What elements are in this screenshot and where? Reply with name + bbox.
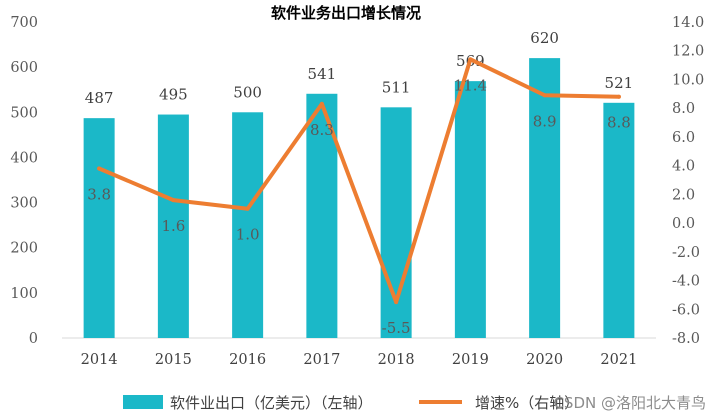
category-label: 2018 — [378, 352, 415, 368]
legend: 软件业出口（亿美元）（左轴） 增速%（右轴） — [123, 394, 579, 412]
category-label: 2014 — [81, 352, 118, 368]
left-axis-tick-label: 300 — [10, 196, 38, 212]
right-axis-tick-label: 2.0 — [672, 187, 695, 203]
legend-line-label: 增速%（右轴） — [475, 394, 579, 412]
bar-value-label: 620 — [530, 29, 559, 47]
right-axis-tick-label: 14.0 — [672, 15, 704, 31]
category-axis-labels: 2014 2015 2016 2017 2018 2019 2020 2021 — [81, 352, 638, 368]
bar — [529, 58, 561, 338]
bar-value-label: 500 — [233, 83, 262, 101]
category-label: 2015 — [155, 352, 192, 368]
growth-line-series — [97, 57, 621, 305]
bar-value-label: 521 — [605, 74, 634, 92]
bar — [83, 118, 115, 338]
legend-bar-swatch — [123, 395, 163, 409]
right-axis-tick-label: -6.0 — [672, 302, 700, 318]
category-label: 2016 — [229, 352, 266, 368]
right-axis-tick-label: -4.0 — [672, 274, 700, 290]
growth-value-label: 3.8 — [87, 186, 111, 204]
growth-value-label: 8.3 — [310, 121, 334, 139]
left-axis-tick-label: 400 — [10, 150, 38, 166]
bar-value-label: 541 — [308, 65, 337, 83]
bar — [157, 114, 189, 339]
growth-point — [245, 206, 250, 211]
watermark: CSDN @洛阳北大青鸟 — [553, 394, 706, 412]
category-label: 2021 — [600, 352, 637, 368]
growth-value-label: 1.6 — [161, 217, 185, 235]
growth-point — [319, 101, 324, 106]
category-label: 2019 — [452, 352, 489, 368]
right-axis-tick-label: -2.0 — [672, 245, 700, 261]
growth-value-label: 11.4 — [454, 76, 487, 94]
right-axis-tick-label: 10.0 — [672, 72, 704, 88]
growth-point — [468, 57, 473, 62]
bar — [232, 112, 264, 339]
legend-bar-label: 软件业出口（亿美元）（左轴） — [170, 394, 373, 412]
category-label: 2020 — [526, 352, 563, 368]
left-axis-tick-label: 0 — [29, 331, 38, 347]
chart-title: 软件业务出口增长情况 — [271, 4, 421, 22]
right-axis-tick-label: 6.0 — [672, 130, 695, 146]
bar — [603, 102, 635, 338]
left-axis-tick-label: 200 — [10, 241, 38, 257]
growth-point — [394, 300, 399, 305]
right-axis-tick-label: 0.0 — [672, 216, 695, 232]
growth-point — [171, 198, 176, 203]
bar-series — [83, 58, 635, 339]
right-axis-tick-label: -8.0 — [672, 331, 700, 347]
growth-value-label: -5.5 — [382, 319, 411, 337]
growth-value-labels: 3.8 1.6 1.0 8.3 -5.5 11.4 8.9 8.8 — [87, 76, 631, 337]
growth-value-label: 8.9 — [533, 112, 557, 130]
bar-value-label: 495 — [159, 86, 188, 104]
right-axis: -8.0 -6.0 -4.0 -2.0 0.0 2.0 4.0 6.0 8.0 10.0 12.0 1… — [672, 15, 704, 347]
bar — [454, 81, 486, 338]
left-axis-tick-label: 600 — [10, 60, 38, 76]
left-axis: 0 100 200 300 400 500 600 700 — [10, 15, 38, 347]
growth-point — [97, 166, 102, 171]
growth-line — [97, 57, 621, 305]
left-axis-tick-label: 500 — [10, 105, 38, 121]
growth-point — [542, 93, 547, 98]
growth-value-label: 8.8 — [607, 114, 631, 132]
right-axis-tick-label: 4.0 — [672, 159, 695, 175]
left-axis-tick-label: 100 — [10, 286, 38, 302]
left-axis-tick-label: 700 — [10, 15, 38, 31]
growth-point — [616, 94, 621, 99]
bar-value-label: 511 — [382, 78, 411, 96]
right-axis-tick-label: 12.0 — [672, 44, 704, 60]
category-label: 2017 — [303, 352, 340, 368]
growth-value-label: 1.0 — [236, 226, 260, 244]
right-axis-tick-label: 8.0 — [672, 101, 695, 117]
bar-value-label: 487 — [85, 89, 114, 107]
